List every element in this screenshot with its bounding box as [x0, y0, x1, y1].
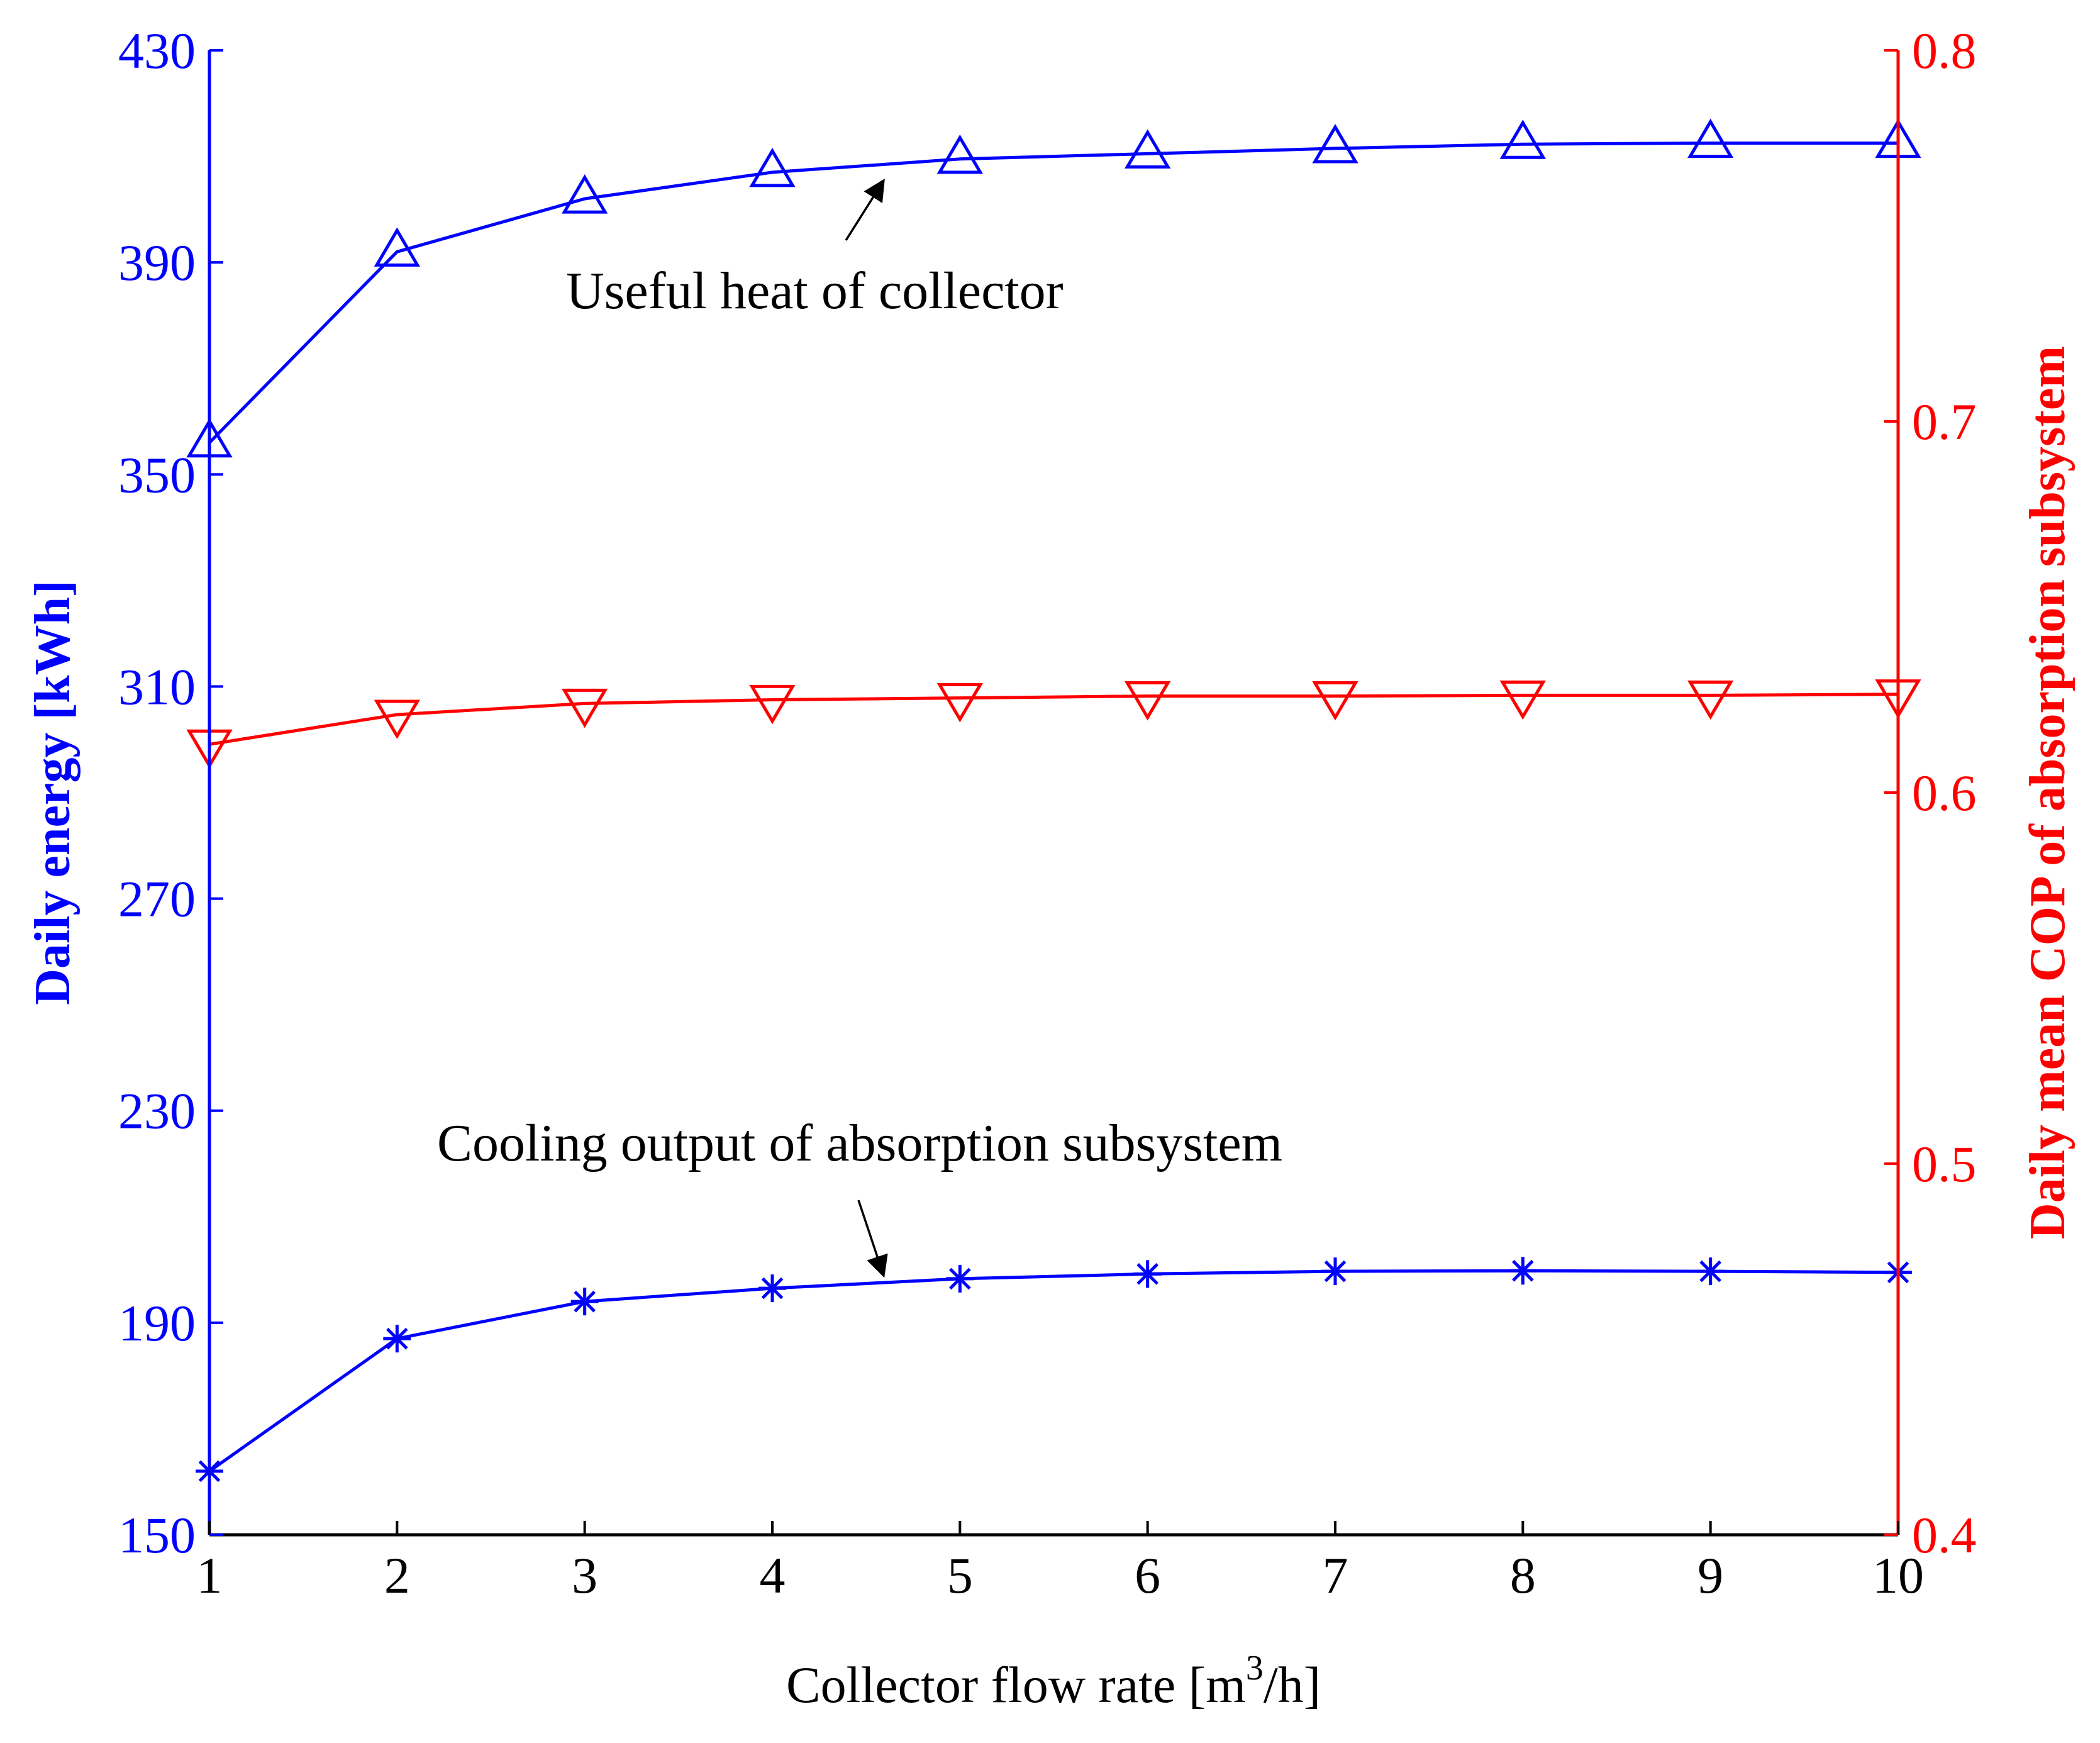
x-tick-label: 3 [572, 1547, 597, 1604]
data-point-asterisk [570, 1288, 599, 1316]
data-point-asterisk [1321, 1257, 1349, 1286]
y-left-axis-title: Daily energy [kWh] [25, 580, 81, 1005]
x-axis-title-sup: 3 [1246, 1649, 1264, 1688]
data-point-asterisk [946, 1264, 974, 1293]
series-line-0 [208, 142, 1898, 444]
annotation-useful-heat: Useful heat of collector [566, 262, 1064, 320]
data-point-asterisk [758, 1274, 786, 1303]
asterisk-stroke [1324, 1260, 1347, 1283]
data-point-asterisk [383, 1325, 411, 1353]
x-tick-label: 9 [1697, 1547, 1723, 1604]
data-point-asterisk [1133, 1260, 1162, 1288]
y-left-tick-label: 230 [118, 1083, 196, 1140]
y-right-tick-label: 0.5 [1912, 1135, 1977, 1193]
data-point-asterisk [1696, 1257, 1725, 1286]
x-tick-label: 2 [384, 1547, 410, 1604]
x-tick-label: 4 [760, 1547, 786, 1604]
y-left-tick-label: 390 [118, 234, 196, 291]
x-tick-label: 7 [1323, 1547, 1348, 1604]
series-layer [186, 118, 1921, 1485]
x-tick-label: 10 [1872, 1547, 1924, 1604]
data-point-triangle-down [749, 684, 796, 725]
y-left-tick-label: 430 [118, 22, 196, 79]
data-point-triangle-up [374, 227, 420, 267]
data-point-triangle-down [374, 699, 420, 740]
data-point-triangle-down [1687, 680, 1734, 720]
annotation-cooling-output-arrow [857, 1200, 888, 1278]
data-point-triangle-up [936, 134, 983, 174]
asterisk-stroke [1136, 1262, 1158, 1285]
series-line-1 [208, 1269, 1899, 1473]
data-point-triangle-down [1499, 680, 1546, 720]
asterisk-stroke [1699, 1260, 1721, 1283]
data-point-triangle-up [1499, 120, 1546, 159]
asterisk-stroke [761, 1277, 784, 1300]
asterisk-stroke [949, 1267, 971, 1290]
data-point-triangle-down [562, 688, 608, 728]
data-point-triangle-up [1312, 123, 1358, 164]
x-axis-title-prefix: Collector flow rate [m [786, 1656, 1246, 1713]
data-point-triangle-down [1312, 681, 1358, 721]
x-tick-label: 5 [947, 1547, 973, 1604]
y-left-tick-label: 270 [118, 871, 196, 928]
asterisk-stroke [386, 1327, 408, 1350]
y-right-tick-label: 0.7 [1912, 393, 1977, 450]
ticks-layer: 1 2 3 4 5 6 7 8 9 10 150 190 230 270 310 350 390 430 0.4 0.… [118, 22, 1977, 1604]
asterisk-stroke [574, 1290, 596, 1313]
x-tick-label: 1 [197, 1547, 223, 1604]
data-point-asterisk [1509, 1257, 1537, 1285]
annotation-cooling-output: Cooling output of absorption subsystem [437, 1114, 1282, 1172]
y-right-tick-label: 0.4 [1912, 1506, 1977, 1564]
y-left-tick-label: 350 [118, 446, 196, 503]
y-left-tick-label: 310 [118, 658, 196, 715]
x-tick-label: 6 [1135, 1547, 1160, 1604]
data-point-triangle-up [1125, 129, 1171, 169]
y-right-tick-label: 0.6 [1912, 764, 1977, 821]
data-point-triangle-up [562, 174, 608, 214]
data-point-triangle-up [749, 147, 796, 187]
y-left-tick-label: 150 [118, 1506, 196, 1564]
y-right-axis-title: Daily mean COP of absorption subsystem [2020, 346, 2075, 1239]
x-tick-label: 8 [1510, 1547, 1536, 1604]
y-right-tick-label: 0.8 [1912, 22, 1977, 79]
y-left-tick-label: 190 [118, 1295, 196, 1352]
x-axis-title-suffix: /h] [1264, 1656, 1321, 1713]
asterisk-stroke [1512, 1259, 1534, 1282]
data-point-triangle-down [936, 682, 983, 723]
series-line-2 [209, 693, 1899, 746]
annotation-useful-heat-arrow [845, 179, 885, 241]
data-point-triangle-down [1125, 681, 1171, 721]
x-axis-title: Collector flow rate [m3/h] [786, 1649, 1321, 1713]
data-point-triangle-up [1687, 118, 1734, 159]
